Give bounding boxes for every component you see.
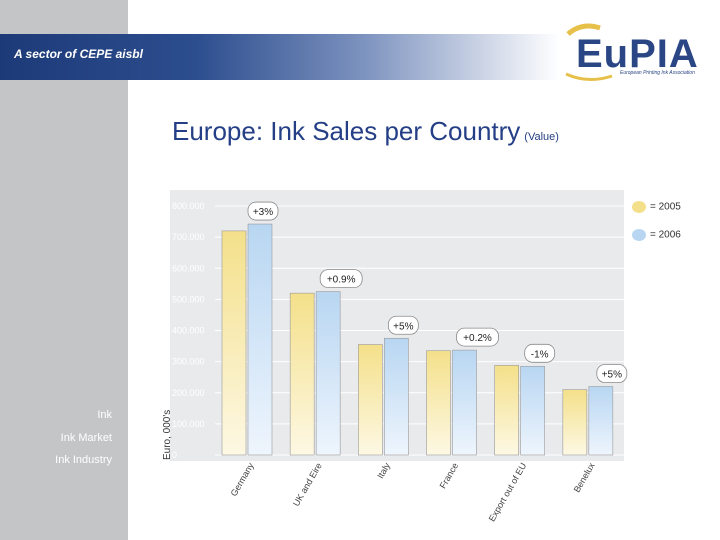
annotation-label: +0.2% (463, 333, 492, 344)
annotation-label: +3% (253, 207, 273, 218)
x-tick-label: UK and Eire (291, 461, 324, 508)
annotation-label: +0.9% (327, 275, 356, 286)
tagline: A sector of CEPE aisbl (14, 47, 143, 61)
title-main: Europe: Ink Sales per Country (172, 116, 521, 146)
annotation-bubble (596, 364, 628, 383)
bar-2006 (315, 291, 341, 456)
bar-2005 (289, 292, 315, 456)
bar-2006 (452, 349, 477, 456)
nav-item-ink-market[interactable]: Ink Market (60, 432, 112, 444)
bar-2006 (247, 223, 273, 456)
y-tick-label: 800.000 (172, 201, 205, 211)
legend-label-2006: = 2006 (650, 229, 681, 241)
bar-2006 (588, 386, 614, 456)
y-tick-label: 500.000 (172, 294, 205, 304)
x-tick-label: Export out of EU (487, 461, 529, 523)
y-tick-label: 0 (172, 450, 177, 460)
annotation-bubble (247, 201, 279, 221)
annotation-bubble (524, 343, 556, 363)
y-tick-label: 100.000 (172, 419, 205, 429)
bar-2005 (426, 350, 451, 456)
legend-swatch-2006 (632, 229, 646, 241)
bar-2006 (520, 365, 545, 456)
annotation-bubble (387, 315, 419, 335)
x-tick-label: France (438, 461, 461, 490)
y-tick-label: 200.000 (172, 388, 205, 398)
x-tick-label: Germany (229, 461, 256, 498)
legend-swatch-2005 (632, 201, 646, 213)
page-title: Europe: Ink Sales per Country (Value) (172, 116, 559, 147)
y-tick-label: 300.000 (172, 357, 205, 367)
header-banner (0, 34, 560, 80)
y-tick-label: 400.000 (172, 326, 205, 336)
title-suffix: (Value) (524, 131, 559, 143)
bar-2005 (494, 365, 519, 456)
legend-label-2005: = 2005 (650, 201, 681, 213)
annotation-label: -1% (531, 349, 549, 360)
y-tick-label: 600.000 (172, 263, 205, 273)
bar-2005 (221, 230, 247, 456)
nav-item-ink[interactable]: Ink (97, 409, 112, 421)
bar-2005 (358, 344, 383, 456)
annotation-bubble (456, 327, 499, 347)
eupia-logo (560, 22, 710, 84)
x-tick-label: Benelux (572, 461, 597, 495)
logo-wordmark: EuPIA (576, 32, 699, 76)
annotation-label: +5% (393, 321, 413, 332)
bar-2005 (562, 389, 588, 456)
sidebar (0, 0, 128, 540)
annotation-label: +5% (602, 370, 622, 381)
legend-item-2005: = 2005 (632, 201, 681, 213)
logo-subtitle: European Printing Ink Association (620, 70, 695, 76)
y-tick-label: 700.000 (172, 232, 205, 242)
nav-item-ink-industry[interactable]: Ink Industry (55, 454, 112, 466)
bar-2006 (384, 337, 409, 456)
legend-item-2006: = 2006 (632, 229, 681, 241)
x-tick-label: Italy (375, 461, 392, 481)
annotation-bubble (319, 269, 363, 288)
